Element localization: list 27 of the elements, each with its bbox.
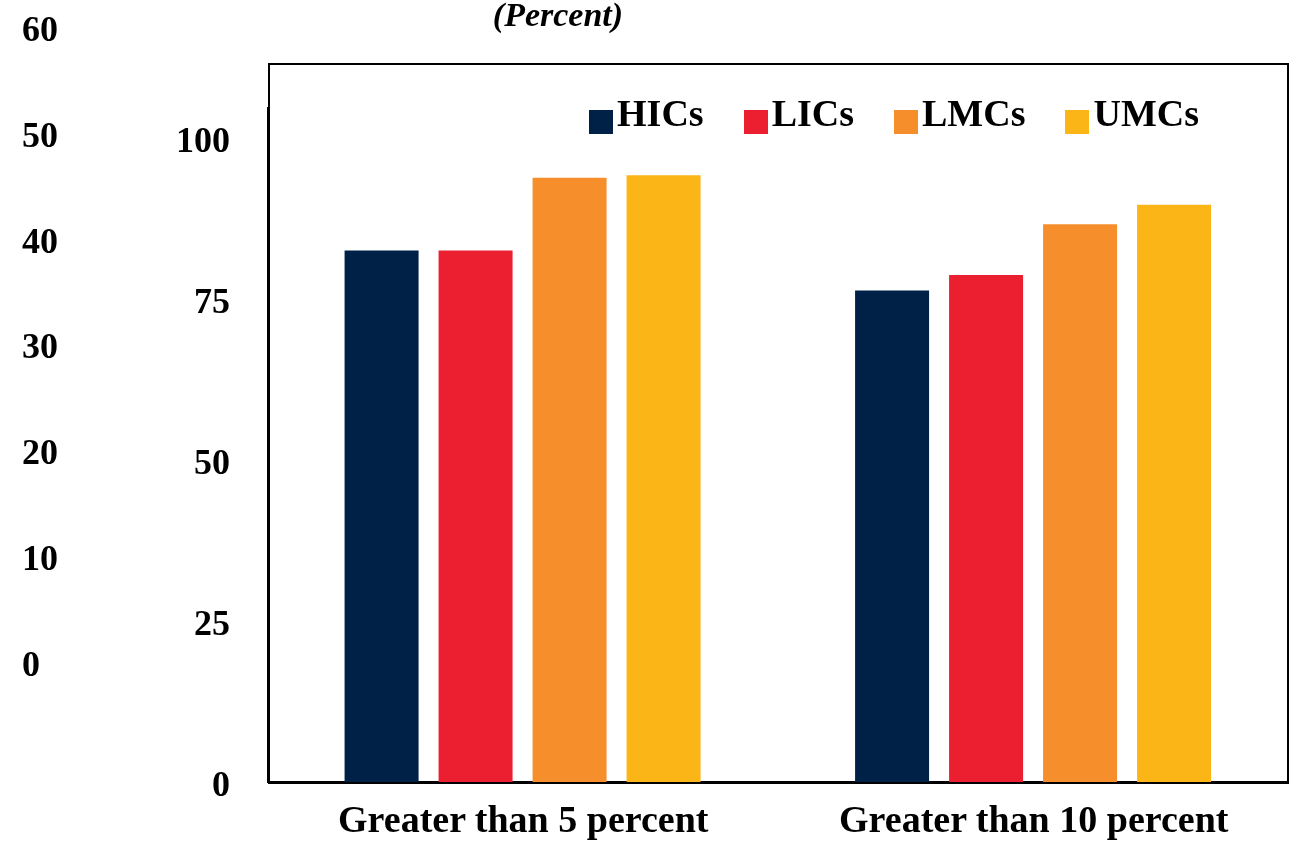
- bar: [344, 250, 419, 783]
- x-tick-label: Greater than 5 percent: [338, 797, 709, 840]
- chart-title: (Percent): [492, 0, 624, 33]
- y-tick-label: 0: [212, 763, 230, 804]
- legend-label: UMCs: [1093, 92, 1199, 134]
- bar: [1043, 224, 1118, 783]
- x-tick-label: Greater than 10 percent: [839, 797, 1229, 840]
- y-tick-label: 100: [176, 119, 230, 160]
- text: 20: [22, 431, 58, 474]
- bar: [855, 290, 930, 783]
- y-tick-label: 25: [194, 602, 230, 643]
- text: 0: [22, 642, 40, 685]
- text: 50: [22, 113, 58, 156]
- bar: [438, 250, 513, 783]
- text: 40: [22, 219, 58, 262]
- text: 10: [22, 537, 58, 579]
- text: 30: [22, 325, 58, 368]
- bar: [626, 175, 701, 783]
- bar: [949, 275, 1024, 783]
- y-tick-label: 75: [194, 280, 230, 321]
- bar: [1137, 204, 1212, 783]
- legend-label: HICs: [617, 92, 704, 134]
- bar: [532, 177, 607, 783]
- text: 60: [22, 8, 58, 50]
- legend-label: LMCs: [922, 92, 1026, 134]
- legend-label: LICs: [771, 92, 854, 134]
- y-tick-label: 50: [194, 441, 230, 482]
